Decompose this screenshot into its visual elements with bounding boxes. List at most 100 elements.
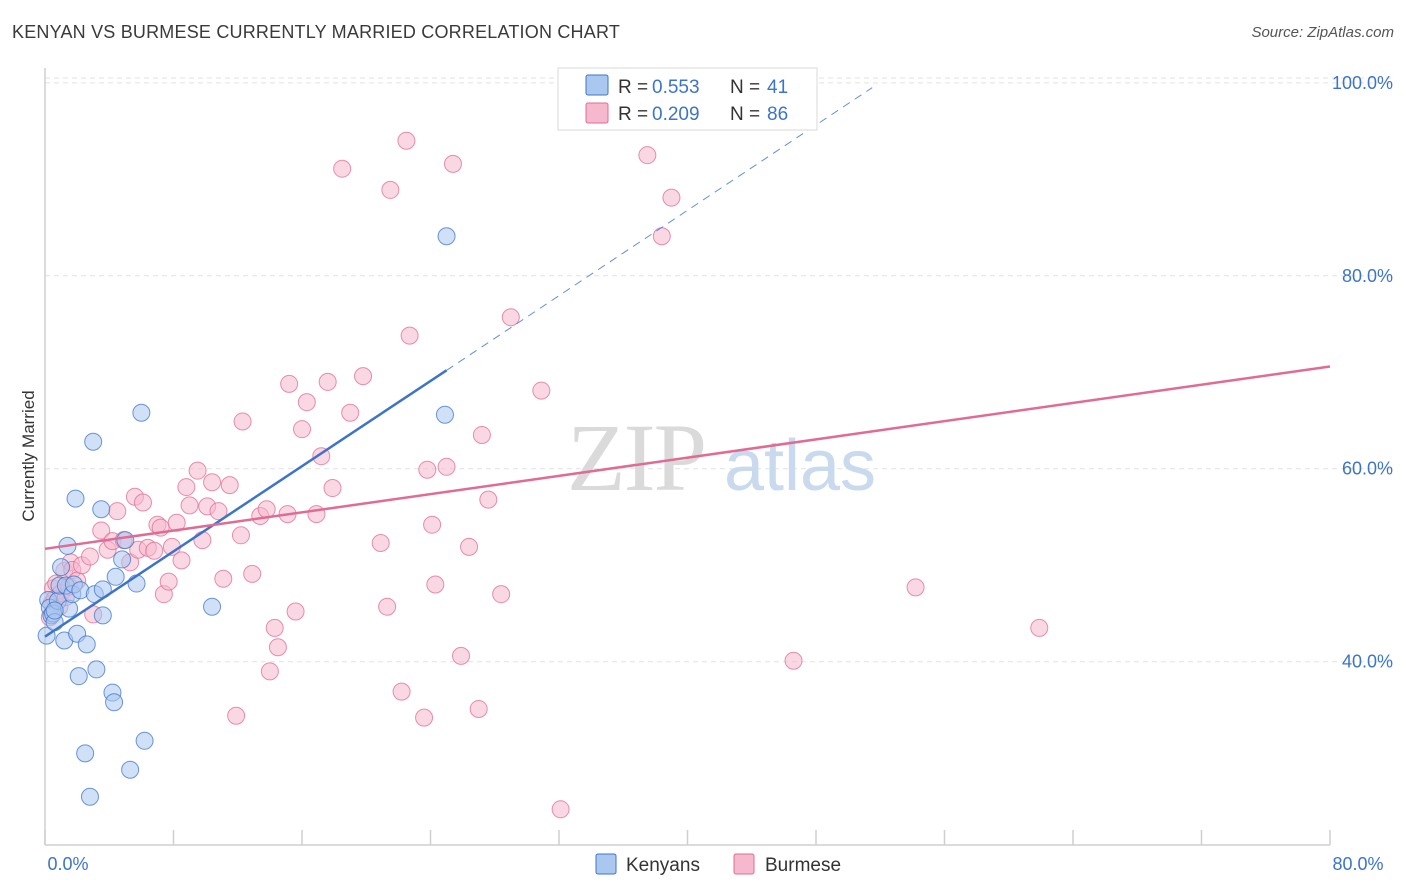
burmese-point-76 bbox=[452, 646, 471, 665]
burmese-point-66 bbox=[381, 180, 400, 199]
watermark-atlas: atlas bbox=[724, 426, 876, 506]
burmese-point-72 bbox=[423, 515, 442, 534]
kenyans-point-26 bbox=[93, 606, 112, 625]
bottom-legend-swatch-burmese bbox=[733, 853, 755, 875]
burmese-point-55 bbox=[293, 420, 311, 439]
y-tick-label-80: 80.0% bbox=[1342, 266, 1393, 286]
burmese-point-65 bbox=[378, 597, 397, 616]
kenyans-point-15 bbox=[66, 489, 85, 508]
kenyans-trend-extension bbox=[446, 87, 873, 371]
burmese-point-30 bbox=[159, 572, 178, 591]
burmese-point-61 bbox=[333, 159, 352, 178]
y-axis-title: Currently Married bbox=[19, 390, 38, 521]
burmese-point-53 bbox=[280, 374, 299, 393]
burmese-point-35 bbox=[180, 496, 199, 515]
kenyans-point-37 bbox=[435, 405, 454, 424]
kenyans-point-20 bbox=[77, 635, 96, 654]
burmese-point-88 bbox=[784, 651, 803, 670]
bottom-legend-swatch-kenyans bbox=[595, 853, 617, 875]
bottom-legend-burmese: Burmese bbox=[765, 855, 841, 876]
burmese-point-14 bbox=[80, 547, 99, 566]
legend-kenyans-n-label: N = bbox=[730, 77, 760, 98]
burmese-point-87 bbox=[662, 188, 681, 207]
source-credit: Source: ZipAtlas.com bbox=[1251, 24, 1394, 41]
series-legend: Kenyans Burmese bbox=[595, 853, 841, 876]
kenyans-point-29 bbox=[106, 567, 125, 586]
kenyans-point-33 bbox=[127, 574, 146, 593]
series-kenyans bbox=[37, 227, 456, 806]
burmese-point-67 bbox=[392, 682, 411, 701]
y-tick-label-40: 40.0% bbox=[1342, 652, 1393, 672]
chart-title: KENYAN VS BURMESE CURRENTLY MARRIED CORR… bbox=[12, 22, 621, 42]
legend-swatch-kenyans bbox=[585, 74, 609, 96]
burmese-point-78 bbox=[469, 699, 488, 718]
burmese-point-46 bbox=[243, 564, 262, 583]
kenyans-point-38 bbox=[437, 227, 456, 246]
kenyans-trend-line bbox=[44, 369, 448, 638]
burmese-point-70 bbox=[415, 708, 434, 727]
burmese-point-19 bbox=[108, 502, 127, 521]
y-tick-label-60: 60.0% bbox=[1342, 459, 1393, 479]
burmese-point-83 bbox=[532, 381, 551, 400]
burmese-point-16 bbox=[92, 521, 111, 540]
correlation-legend: R = 0.553 N = 41 R = 0.209 N = 86 bbox=[557, 67, 818, 131]
burmese-point-49 bbox=[260, 662, 279, 681]
burmese-point-41 bbox=[214, 569, 233, 588]
kenyans-point-28 bbox=[105, 693, 124, 712]
burmese-point-39 bbox=[203, 473, 222, 492]
legend-swatch-burmese bbox=[585, 102, 609, 124]
burmese-trend-line bbox=[44, 365, 1331, 551]
kenyans-point-8 bbox=[52, 558, 71, 577]
burmese-point-43 bbox=[227, 706, 246, 725]
burmese-point-42 bbox=[220, 476, 239, 495]
legend-kenyans-r-label: R = bbox=[618, 77, 648, 98]
burmese-point-79 bbox=[472, 425, 491, 444]
y-tick-label-100: 100.0% bbox=[1332, 73, 1393, 93]
burmese-point-81 bbox=[492, 585, 511, 604]
legend-burmese-n-label: N = bbox=[730, 104, 760, 125]
kenyans-point-34 bbox=[132, 403, 151, 422]
burmese-point-84 bbox=[551, 800, 570, 819]
burmese-point-48 bbox=[257, 500, 276, 519]
burmese-point-59 bbox=[318, 372, 337, 391]
burmese-point-68 bbox=[397, 131, 416, 150]
kenyans-point-30 bbox=[113, 550, 132, 569]
burmese-point-34 bbox=[177, 478, 196, 497]
burmese-point-90 bbox=[1030, 618, 1049, 637]
series-burmese bbox=[40, 131, 1049, 819]
burmese-point-64 bbox=[371, 534, 390, 553]
y-tick-labels: 40.0% 60.0% 80.0% 100.0% bbox=[1332, 73, 1393, 672]
kenyans-point-19 bbox=[76, 744, 95, 763]
kenyans-point-35 bbox=[135, 731, 154, 750]
burmese-point-62 bbox=[341, 403, 360, 422]
burmese-point-71 bbox=[418, 460, 437, 479]
burmese-point-63 bbox=[354, 367, 373, 386]
burmese-point-89 bbox=[906, 578, 925, 597]
kenyans-point-31 bbox=[116, 531, 135, 550]
kenyans-point-36 bbox=[203, 597, 222, 616]
x-tick-marks bbox=[44, 830, 1331, 845]
burmese-point-50 bbox=[265, 618, 284, 637]
burmese-point-33 bbox=[172, 551, 191, 570]
kenyans-point-22 bbox=[84, 432, 103, 451]
kenyans-point-24 bbox=[87, 660, 106, 679]
burmese-point-44 bbox=[231, 526, 250, 545]
legend-kenyans-n-value: 41 bbox=[767, 77, 788, 98]
burmese-point-75 bbox=[443, 154, 462, 173]
burmese-point-54 bbox=[286, 602, 305, 621]
burmese-point-82 bbox=[501, 308, 520, 327]
burmese-point-45 bbox=[233, 412, 252, 431]
burmese-point-24 bbox=[133, 493, 152, 512]
kenyans-point-40 bbox=[45, 601, 64, 620]
burmese-point-60 bbox=[323, 479, 342, 498]
bottom-legend-kenyans: Kenyans bbox=[626, 855, 700, 876]
x-tick-label-max: 80.0% bbox=[1332, 854, 1383, 874]
burmese-point-80 bbox=[479, 490, 498, 509]
kenyans-point-25 bbox=[92, 500, 111, 519]
burmese-point-73 bbox=[426, 575, 445, 594]
burmese-point-40 bbox=[209, 502, 228, 521]
x-tick-label-min: 0.0% bbox=[47, 854, 88, 874]
burmese-point-36 bbox=[188, 461, 207, 480]
burmese-point-77 bbox=[460, 537, 479, 556]
trend-lines bbox=[44, 87, 1331, 638]
